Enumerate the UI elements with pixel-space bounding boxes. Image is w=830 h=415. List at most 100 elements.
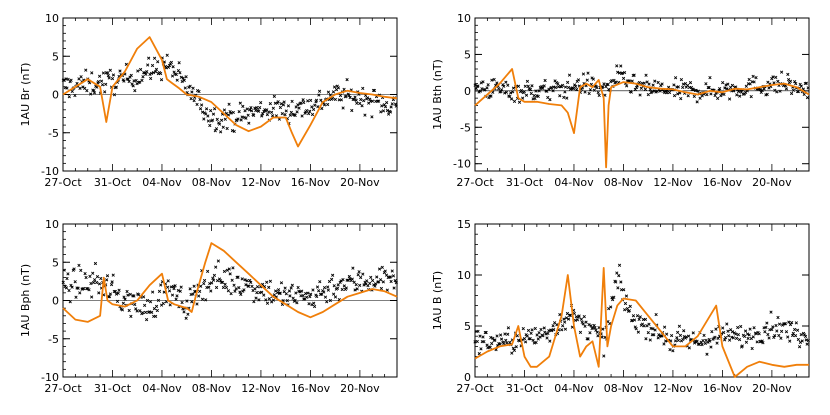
observed-point	[474, 87, 478, 91]
observed-point	[760, 339, 764, 343]
observed-point	[517, 100, 522, 104]
observed-point	[708, 76, 712, 80]
y-tick-label: 0	[464, 85, 471, 98]
observed-point	[305, 109, 309, 113]
observed-point	[200, 103, 204, 107]
observed-point	[114, 85, 118, 89]
observed-point	[534, 89, 538, 93]
observed-point	[332, 85, 337, 89]
observed-point	[279, 102, 283, 106]
observed-point	[122, 295, 126, 299]
observed-point	[730, 330, 735, 334]
observed-point	[336, 86, 341, 90]
observed-point	[271, 106, 275, 110]
observed-point	[360, 104, 364, 108]
observed-point	[169, 60, 174, 65]
observed-point	[149, 71, 154, 76]
observed-point	[550, 85, 554, 90]
observed-point	[672, 83, 676, 87]
observed-point	[137, 293, 141, 297]
observed-point	[171, 65, 175, 69]
observed-point	[634, 327, 638, 331]
observed-point	[596, 334, 600, 338]
observed-point	[621, 76, 626, 80]
observed-point	[747, 77, 751, 82]
observed-point	[288, 113, 292, 117]
observed-point	[506, 326, 511, 330]
observed-point	[506, 83, 510, 87]
observed-point	[676, 338, 680, 342]
observed-point	[609, 305, 613, 309]
observed-point	[611, 298, 615, 302]
observed-point	[168, 303, 172, 307]
observed-point	[654, 312, 658, 317]
observed-point	[335, 286, 340, 290]
y-tick-label: 5	[52, 50, 59, 63]
observed-point	[311, 288, 315, 292]
observed-point	[388, 110, 393, 114]
observed-point	[186, 312, 190, 316]
observed-point	[779, 336, 783, 340]
observed-point	[547, 329, 551, 333]
observed-point	[734, 336, 739, 341]
observed-point	[306, 99, 310, 103]
observed-point	[375, 275, 379, 279]
observed-point	[476, 84, 480, 88]
observed-point	[174, 297, 178, 301]
observed-point	[143, 310, 148, 315]
observed-point	[630, 79, 634, 83]
observed-point	[288, 294, 292, 298]
observed-point	[754, 76, 758, 80]
observed-point	[62, 268, 66, 272]
observed-point	[791, 331, 795, 335]
observed-point	[79, 75, 83, 79]
observed-point	[239, 292, 243, 297]
observed-point	[309, 292, 313, 296]
observed-point	[247, 284, 251, 288]
observed-point	[159, 78, 164, 82]
observed-point	[304, 291, 308, 296]
observed-point	[777, 333, 781, 338]
observed-point	[204, 298, 208, 302]
observed-point	[164, 66, 168, 70]
observed-point	[173, 284, 177, 288]
observed-point	[511, 90, 515, 94]
observed-point	[365, 96, 370, 100]
observed-point	[548, 97, 552, 102]
observed-point	[514, 345, 518, 349]
observed-point	[151, 290, 155, 294]
observed-point	[562, 95, 566, 99]
observed-point	[479, 347, 483, 351]
observed-point	[480, 87, 484, 91]
observed-point	[666, 85, 671, 89]
observed-point	[783, 322, 787, 326]
observed-point	[272, 94, 276, 98]
observed-point	[522, 336, 527, 341]
observed-point	[159, 283, 163, 287]
observed-point	[718, 87, 722, 91]
observed-point	[790, 320, 794, 325]
observed-point	[537, 331, 541, 335]
observed-point	[583, 324, 587, 328]
observed-point	[156, 298, 161, 302]
observed-point	[148, 300, 153, 304]
observed-point	[658, 89, 662, 93]
observed-point	[692, 341, 697, 345]
observed-point	[283, 286, 287, 290]
observed-point	[767, 336, 771, 340]
observed-point	[172, 286, 176, 291]
observed-point	[231, 110, 235, 115]
observed-point	[725, 322, 729, 326]
observed-point	[93, 278, 97, 282]
observed-point	[638, 93, 642, 97]
observed-point	[222, 269, 227, 274]
observed-point	[757, 332, 761, 336]
observed-point	[217, 122, 222, 126]
observed-point	[582, 314, 586, 319]
observed-point	[724, 83, 728, 87]
y-tick-label: 5	[464, 48, 471, 61]
observed-point	[99, 79, 104, 83]
observed-point	[191, 86, 195, 90]
observed-point	[340, 287, 344, 292]
